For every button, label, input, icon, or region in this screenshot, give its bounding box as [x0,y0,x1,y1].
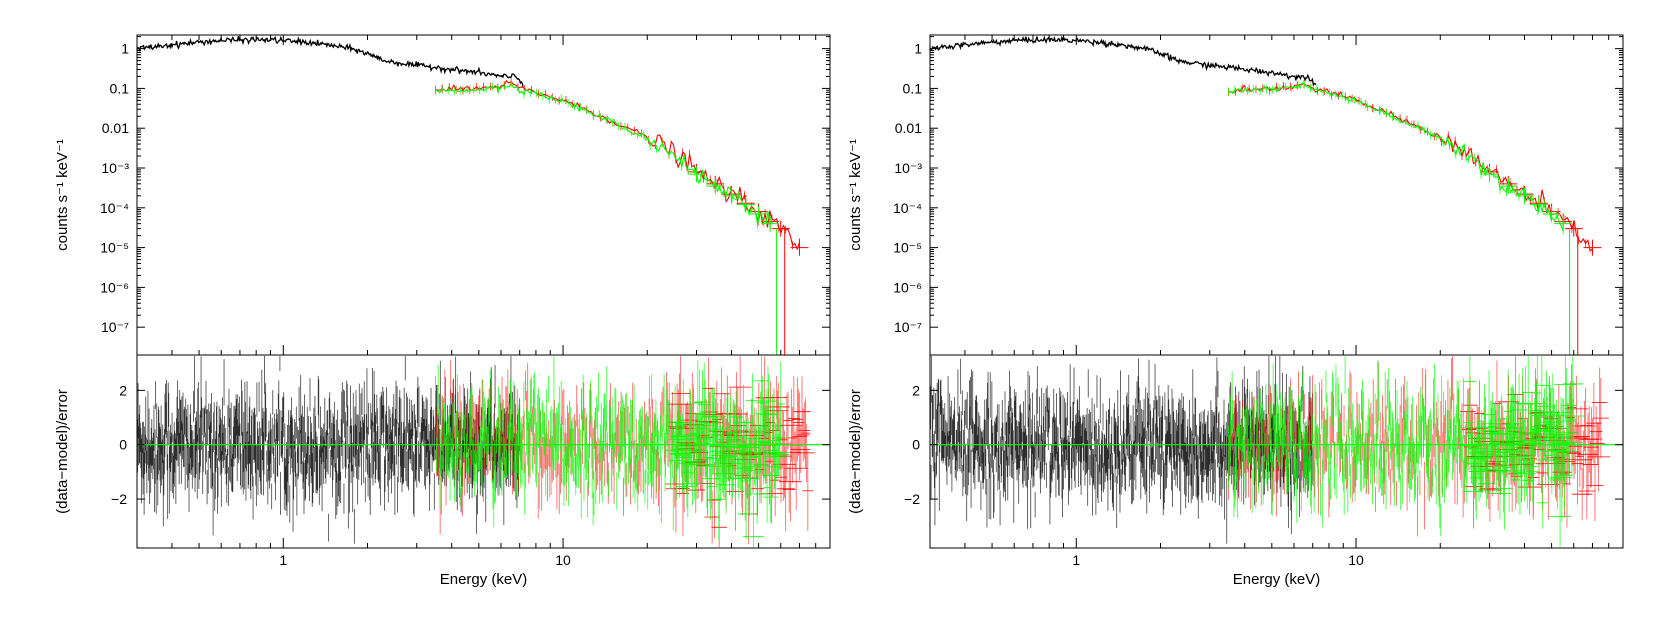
series-red [1228,79,1602,355]
y-tick-label: 10⁻⁵ [100,240,129,256]
y-tick-label: 2 [912,382,920,398]
y-tick-label: 10⁻⁴ [100,200,129,216]
x-tick-label: 10 [1348,552,1364,568]
y-tick-label: 2 [119,382,127,398]
x-tick-label: 10 [555,552,571,568]
series-black [929,34,1317,87]
y-tick-label: 1 [121,41,129,57]
y-tick-label: 0.1 [110,80,130,96]
y-tick-label: 0.01 [102,120,129,136]
panel-left: 1 0.1 0.01 10⁻³ 10⁻⁴ 10⁻⁵ 10⁻⁶ 10⁻⁷ 2 0 −2 1 10 Energ… [54,34,831,588]
y-tick-label: 0 [119,437,127,453]
y-tick-label: 10⁻³ [894,160,922,176]
y-tick-label: 10⁻³ [101,160,129,176]
residual-points [136,356,816,547]
spectrum-line [435,82,771,227]
residual-y-axis-label: (data−model)/error [54,389,71,514]
spectrum-line [1228,83,1593,252]
x-axis-label: Energy (keV) [1233,571,1321,588]
residual-panel-frame [136,354,831,549]
y-tick-label: 1 [914,41,922,57]
y-tick-label: 0.01 [895,120,922,136]
series-black [136,35,524,88]
residual-panel-frame [929,354,1624,549]
residual-points [929,356,1611,547]
y-tick-label: 10⁻⁷ [894,319,922,335]
series-red [435,77,809,355]
panel-right: 1 0.1 0.01 10⁻³ 10⁻⁴ 10⁻⁵ 10⁻⁶ 10⁻⁷ 2 0 −2 1 10 Energ… [847,34,1624,588]
y-tick-label: −2 [904,491,920,507]
residual-y-axis-label: (data−model)/error [847,389,864,514]
y-tick-label: 0.1 [903,80,923,96]
y-tick-label: 0 [912,437,920,453]
top-y-axis-label: counts s⁻¹ keV⁻¹ [54,139,71,251]
y-tick-label: 10⁻⁷ [101,319,129,335]
y-tick-label: 10⁻⁵ [893,240,922,256]
x-axis-label: Energy (keV) [440,571,528,588]
y-tick-label: 10⁻⁶ [893,279,922,295]
y-tick-label: 10⁻⁶ [100,279,129,295]
spectrum-line [929,34,1317,87]
series-green [435,79,780,355]
series-green [1228,80,1573,355]
top-y-axis-label: counts s⁻¹ keV⁻¹ [847,139,864,251]
spectrum-line [136,35,524,88]
x-tick-label: 1 [1072,552,1080,568]
spectrum-line [435,79,801,251]
y-tick-label: 10⁻⁴ [893,200,922,216]
spectrum-line [1228,81,1564,231]
x-tick-label: 1 [279,552,287,568]
y-tick-label: −2 [111,491,127,507]
